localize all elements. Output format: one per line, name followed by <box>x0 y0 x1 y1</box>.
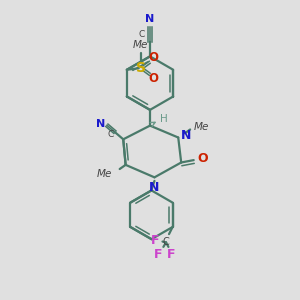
Text: N: N <box>96 119 105 129</box>
Text: Me: Me <box>133 40 148 50</box>
Text: Me: Me <box>194 122 209 132</box>
Text: C: C <box>163 237 170 248</box>
Text: S: S <box>136 61 146 75</box>
Text: F: F <box>154 248 163 261</box>
Text: H: H <box>160 114 168 124</box>
Text: N: N <box>149 181 159 194</box>
Text: O: O <box>148 51 159 64</box>
Text: C: C <box>108 130 114 140</box>
Text: O: O <box>148 73 159 85</box>
Text: C: C <box>138 31 145 40</box>
Text: N: N <box>181 129 191 142</box>
Text: F: F <box>167 248 176 261</box>
Text: N: N <box>146 14 154 24</box>
Text: F: F <box>151 234 159 247</box>
Text: Me: Me <box>97 169 112 179</box>
Text: O: O <box>198 152 208 165</box>
